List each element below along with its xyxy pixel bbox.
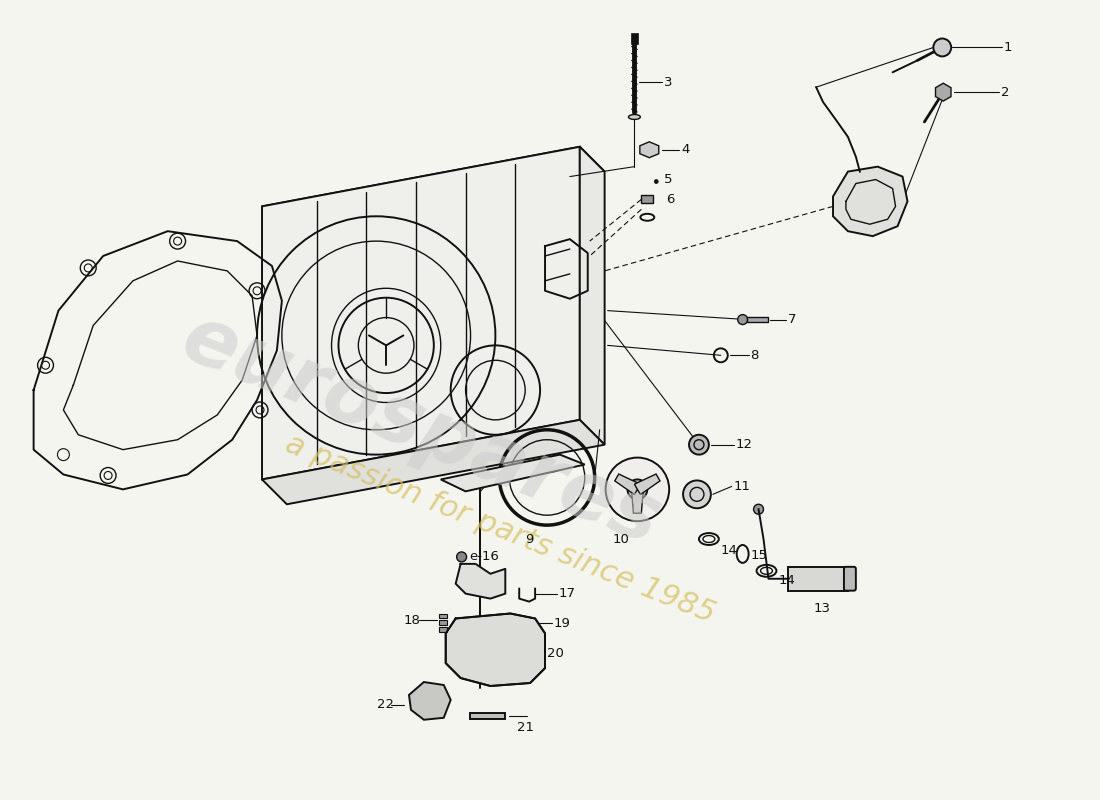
Bar (439, 627, 447, 632)
Text: 1: 1 (1004, 41, 1012, 54)
Text: eurospares: eurospares (170, 298, 671, 562)
Text: 12: 12 (736, 438, 752, 451)
Circle shape (456, 552, 466, 562)
Text: 9: 9 (525, 533, 533, 546)
Polygon shape (446, 614, 544, 686)
Circle shape (606, 458, 669, 521)
Circle shape (933, 38, 952, 57)
Text: 11: 11 (734, 480, 750, 493)
Text: 6: 6 (667, 193, 674, 206)
Polygon shape (580, 146, 605, 445)
Text: 22: 22 (377, 698, 394, 711)
Text: 2: 2 (1001, 86, 1010, 98)
Bar (641, 195, 653, 203)
Text: 17: 17 (559, 587, 576, 600)
Text: 14: 14 (720, 545, 738, 558)
Text: 5: 5 (664, 173, 673, 186)
Bar (439, 614, 447, 618)
Text: 8: 8 (750, 349, 759, 362)
Text: 21: 21 (517, 722, 535, 734)
Polygon shape (262, 146, 605, 231)
Polygon shape (615, 474, 640, 494)
Bar (470, 713, 505, 718)
Ellipse shape (628, 114, 640, 119)
Text: 13: 13 (813, 602, 830, 615)
Bar (747, 317, 769, 322)
Polygon shape (640, 142, 659, 158)
Bar (789, 567, 848, 590)
Polygon shape (409, 682, 451, 720)
Polygon shape (262, 420, 605, 504)
Polygon shape (935, 83, 952, 101)
Circle shape (689, 434, 708, 454)
Text: 10: 10 (613, 533, 629, 546)
Polygon shape (262, 146, 580, 479)
Text: 3: 3 (664, 76, 673, 89)
Polygon shape (441, 454, 585, 491)
Text: e-16: e-16 (470, 550, 499, 563)
Circle shape (738, 314, 748, 325)
Polygon shape (631, 490, 644, 514)
Circle shape (683, 481, 711, 508)
Text: 15: 15 (750, 550, 768, 562)
Circle shape (654, 179, 658, 183)
Polygon shape (833, 166, 908, 236)
Circle shape (754, 504, 763, 514)
Text: 7: 7 (789, 313, 796, 326)
Polygon shape (635, 474, 660, 494)
Text: 19: 19 (554, 617, 571, 630)
Polygon shape (455, 564, 505, 598)
Text: a passion for parts since 1985: a passion for parts since 1985 (282, 430, 719, 629)
Text: 4: 4 (681, 143, 690, 156)
Text: 20: 20 (547, 646, 564, 660)
Circle shape (627, 479, 647, 499)
Text: 18: 18 (404, 614, 421, 627)
Text: 14: 14 (779, 574, 795, 587)
Bar (631, 33, 638, 45)
Bar (439, 621, 447, 626)
Circle shape (522, 618, 532, 629)
FancyBboxPatch shape (844, 567, 856, 590)
